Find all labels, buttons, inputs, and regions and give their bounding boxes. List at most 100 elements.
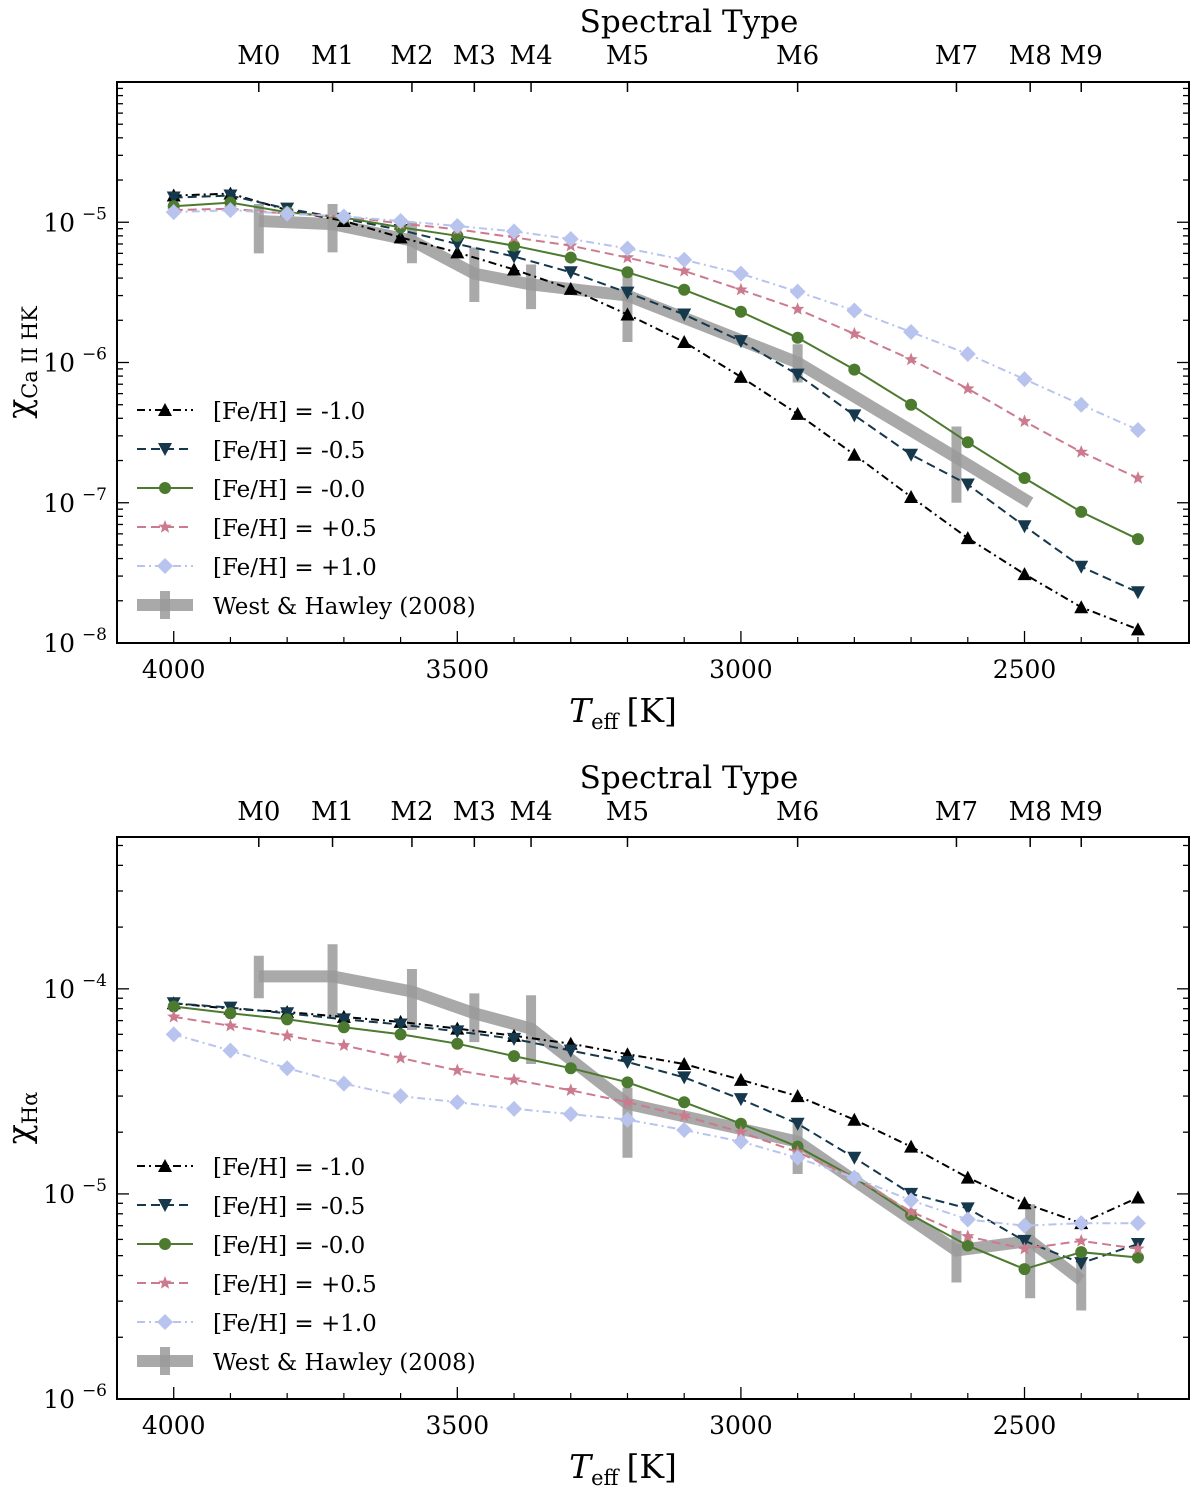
data-point <box>449 218 466 235</box>
y-tick-label: 10 <box>43 489 75 518</box>
reference-line <box>258 970 1085 1285</box>
data-point <box>507 262 522 276</box>
data-point <box>733 369 748 383</box>
data-point <box>678 283 691 296</box>
data-point <box>166 191 181 205</box>
x-axis-label: Teff [K] <box>569 691 677 734</box>
data-point <box>222 202 239 219</box>
legend-item: [Fe/H] = -0.5 <box>137 1194 365 1220</box>
data-point <box>904 352 918 366</box>
legend-item: [Fe/H] = +0.5 <box>137 1272 377 1298</box>
series-line <box>173 1002 1139 1265</box>
series-1 <box>166 186 1145 636</box>
data-point <box>507 1072 521 1086</box>
data-point <box>392 213 409 230</box>
y-tick-exponent: −5 <box>82 204 107 224</box>
data-point <box>337 1038 351 1051</box>
y-axis-label: χCa II HK <box>0 306 42 419</box>
data-point <box>790 1089 805 1103</box>
data-point <box>394 1028 407 1041</box>
data-point <box>1017 1241 1032 1255</box>
legend-item: [Fe/H] = -0.0 <box>137 1233 365 1259</box>
data-point <box>1017 414 1032 428</box>
data-point <box>1018 1263 1031 1276</box>
data-point <box>960 478 975 492</box>
data-point <box>790 406 805 420</box>
data-point <box>281 1013 294 1026</box>
data-point <box>789 1149 806 1166</box>
spectral-type-label: M7 <box>935 797 978 827</box>
series-5 <box>165 202 1146 439</box>
top-axis-title: Spectral Type <box>580 4 799 40</box>
x-tick-label: 3500 <box>426 655 490 684</box>
data-point <box>1131 1251 1144 1264</box>
y-tick-label: 10 <box>43 1385 75 1414</box>
data-point <box>392 1088 409 1105</box>
data-point <box>847 1112 862 1126</box>
data-point <box>1074 560 1089 574</box>
data-point <box>1075 1246 1088 1259</box>
x-tick-label: 2500 <box>993 655 1057 684</box>
legend-item: [Fe/H] = +1.0 <box>137 1311 377 1337</box>
data-point <box>620 307 635 321</box>
data-point <box>1130 586 1145 600</box>
data-point <box>960 1202 975 1216</box>
data-point <box>1129 1215 1146 1232</box>
data-point <box>791 302 805 315</box>
legend-marker <box>159 482 171 494</box>
data-point <box>450 237 465 251</box>
data-point <box>848 363 861 376</box>
spectral-type-label: M5 <box>606 41 649 71</box>
y-tick-label: 10 <box>43 629 75 658</box>
data-point <box>620 1095 635 1108</box>
series-line <box>173 194 1139 594</box>
data-point <box>1075 505 1088 518</box>
plot-frame <box>116 81 1190 644</box>
legend-marker <box>158 403 172 416</box>
y-tick-exponent: −7 <box>82 485 107 505</box>
legend-marker <box>157 1314 173 1330</box>
data-point <box>562 1106 579 1123</box>
legend-marker <box>158 1199 172 1212</box>
data-point <box>223 189 238 203</box>
spectral-type-label: M1 <box>311 41 354 71</box>
data-point <box>280 1028 294 1042</box>
legend-label: [Fe/H] = -1.0 <box>213 399 365 425</box>
legend-label: [Fe/H] = +0.5 <box>213 1272 377 1298</box>
data-point <box>1073 396 1090 413</box>
spectral-type-label: M9 <box>1060 797 1103 827</box>
data-point <box>564 1062 577 1075</box>
data-point <box>733 1072 748 1086</box>
data-point <box>451 1037 464 1050</box>
legend-label: [Fe/H] = -0.5 <box>213 1194 365 1220</box>
data-point <box>393 1051 408 1064</box>
data-point <box>279 205 296 222</box>
x-tick-label: 3500 <box>426 1411 490 1440</box>
x-tick-label: 3000 <box>709 655 773 684</box>
legend-marker <box>158 1159 172 1172</box>
spectral-type-label: M7 <box>935 41 978 71</box>
spectral-type-label: M6 <box>776 41 819 71</box>
y-tick-exponent: −6 <box>82 345 107 365</box>
top-axis-title: Spectral Type <box>580 760 799 796</box>
y-tick-label: 10 <box>43 208 75 237</box>
legend-label: [Fe/H] = -1.0 <box>213 1155 365 1181</box>
series-line <box>173 207 1139 480</box>
data-point <box>732 265 749 282</box>
data-point <box>676 1121 693 1138</box>
data-point <box>1074 1233 1088 1247</box>
data-point <box>905 398 918 411</box>
legend-label: [Fe/H] = -0.0 <box>213 1233 365 1259</box>
spectral-type-label: M5 <box>606 797 649 827</box>
legend-label: [Fe/H] = -0.0 <box>213 477 365 503</box>
spectral-type-label: M3 <box>453 797 496 827</box>
data-point <box>1131 533 1144 546</box>
plot-area <box>165 186 1146 636</box>
data-point <box>224 1007 237 1020</box>
legend-label: [Fe/H] = -0.5 <box>213 438 365 464</box>
x-tick-label: 3000 <box>709 1411 773 1440</box>
data-point <box>1131 1241 1145 1255</box>
data-point <box>1130 622 1145 636</box>
plot-frame <box>116 836 1190 1400</box>
